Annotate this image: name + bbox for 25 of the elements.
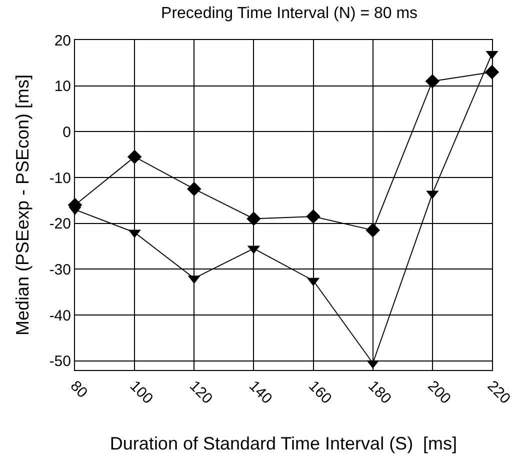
y-tick-label: 20 bbox=[54, 32, 71, 50]
point bbox=[186, 182, 202, 196]
point bbox=[246, 212, 261, 226]
point bbox=[127, 150, 142, 164]
x-tick-label: 80 bbox=[66, 378, 91, 402]
y-tick-label: -10 bbox=[49, 170, 71, 187]
x-tick-label: 180 bbox=[364, 378, 394, 408]
x-tick-label: 220 bbox=[484, 378, 514, 408]
x-tick-label: 100 bbox=[126, 378, 156, 408]
point bbox=[366, 223, 380, 238]
point bbox=[425, 74, 440, 88]
y-tick-label: 10 bbox=[54, 78, 71, 96]
y-tick-label: -30 bbox=[49, 261, 71, 278]
x-tick-label: 120 bbox=[186, 378, 216, 408]
point bbox=[306, 209, 320, 224]
y-tick-label: -20 bbox=[49, 216, 71, 233]
y-axis-title: Median (PSEexp - PSEcon) [ms] bbox=[12, 74, 33, 336]
x-tick-label: 160 bbox=[305, 378, 335, 408]
y-tick-label: -50 bbox=[49, 353, 71, 370]
x-axis-title: Duration of Standard Time Interval (S) [ms] bbox=[110, 433, 458, 454]
y-tick-label: 0 bbox=[62, 124, 71, 141]
y-tick-label: -40 bbox=[49, 307, 71, 324]
chart-title: Preceding Time Interval (N) = 80 ms bbox=[161, 5, 418, 22]
x-tick-label: 140 bbox=[246, 378, 276, 408]
x-tick-label: 200 bbox=[424, 378, 454, 408]
